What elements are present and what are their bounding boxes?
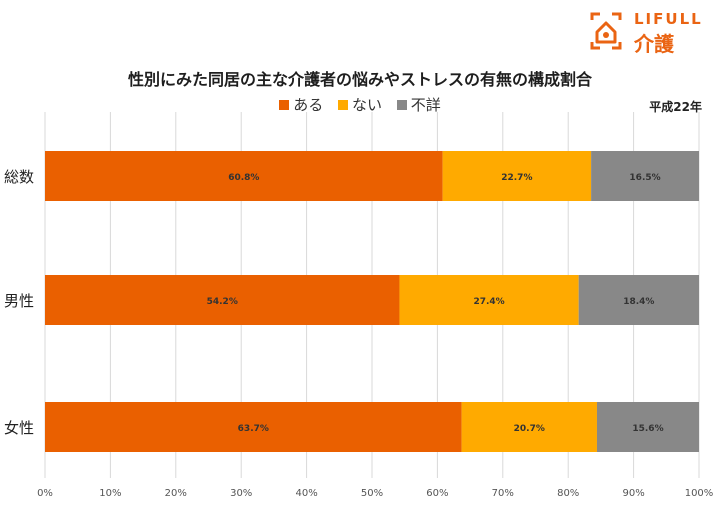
category-label: 女性 [4, 419, 34, 437]
x-tick-label: 80% [557, 488, 579, 499]
data-label: 54.2% [207, 297, 238, 307]
year-note: 平成22年 [649, 100, 702, 114]
legend-label-aru: ある [293, 96, 324, 114]
x-tick-label: 30% [230, 488, 252, 499]
legend-swatch-nai [337, 100, 348, 110]
category-label: 総数 [4, 168, 34, 186]
data-label: 63.7% [238, 424, 269, 434]
x-tick-label: 0% [37, 488, 53, 499]
x-tick-label: 90% [622, 488, 644, 499]
bar-segment [45, 275, 400, 325]
data-label: 20.7% [514, 424, 545, 434]
x-tick-label: 50% [361, 488, 383, 499]
bar-segment [591, 151, 699, 201]
legend-swatch-aru [279, 100, 290, 110]
data-label: 22.7% [501, 173, 532, 183]
x-tick-label: 40% [295, 488, 317, 499]
data-label: 16.5% [629, 173, 660, 183]
bar-segment [578, 275, 699, 325]
logo-subtitle: 介護 [634, 32, 674, 56]
bar-segment [461, 402, 597, 452]
bar-segment [442, 151, 592, 201]
data-label: 18.4% [623, 297, 654, 307]
data-label: 60.8% [228, 173, 259, 183]
legend-item-nai: ない [337, 94, 382, 115]
bar-segment [596, 402, 699, 452]
x-tick-label: 100% [685, 488, 714, 499]
chart-title: 性別にみた同居の主な介護者の悩みやストレスの有無の構成割合 [127, 70, 592, 89]
bar-segment [45, 151, 443, 201]
x-tick-label: 60% [426, 488, 448, 499]
legend-item-fusho: 不詳 [396, 94, 441, 115]
data-label: 15.6% [632, 424, 663, 434]
logo-name: LIFULL [634, 10, 703, 28]
x-tick-label: 70% [492, 488, 514, 499]
legend-swatch-fusho [396, 100, 407, 110]
x-tick-label: 10% [99, 488, 121, 499]
bar-segment [45, 402, 462, 452]
chart-legend: ある ない 不詳 [0, 94, 720, 115]
bar-segment [399, 275, 579, 325]
category-label: 男性 [4, 292, 34, 310]
lifull-logo-icon [590, 12, 622, 50]
legend-label-nai: ない [351, 96, 382, 114]
legend-label-fusho: 不詳 [410, 96, 441, 114]
data-label: 27.4% [473, 297, 504, 307]
x-tick-label: 20% [165, 488, 187, 499]
legend-item-aru: ある [279, 94, 323, 115]
